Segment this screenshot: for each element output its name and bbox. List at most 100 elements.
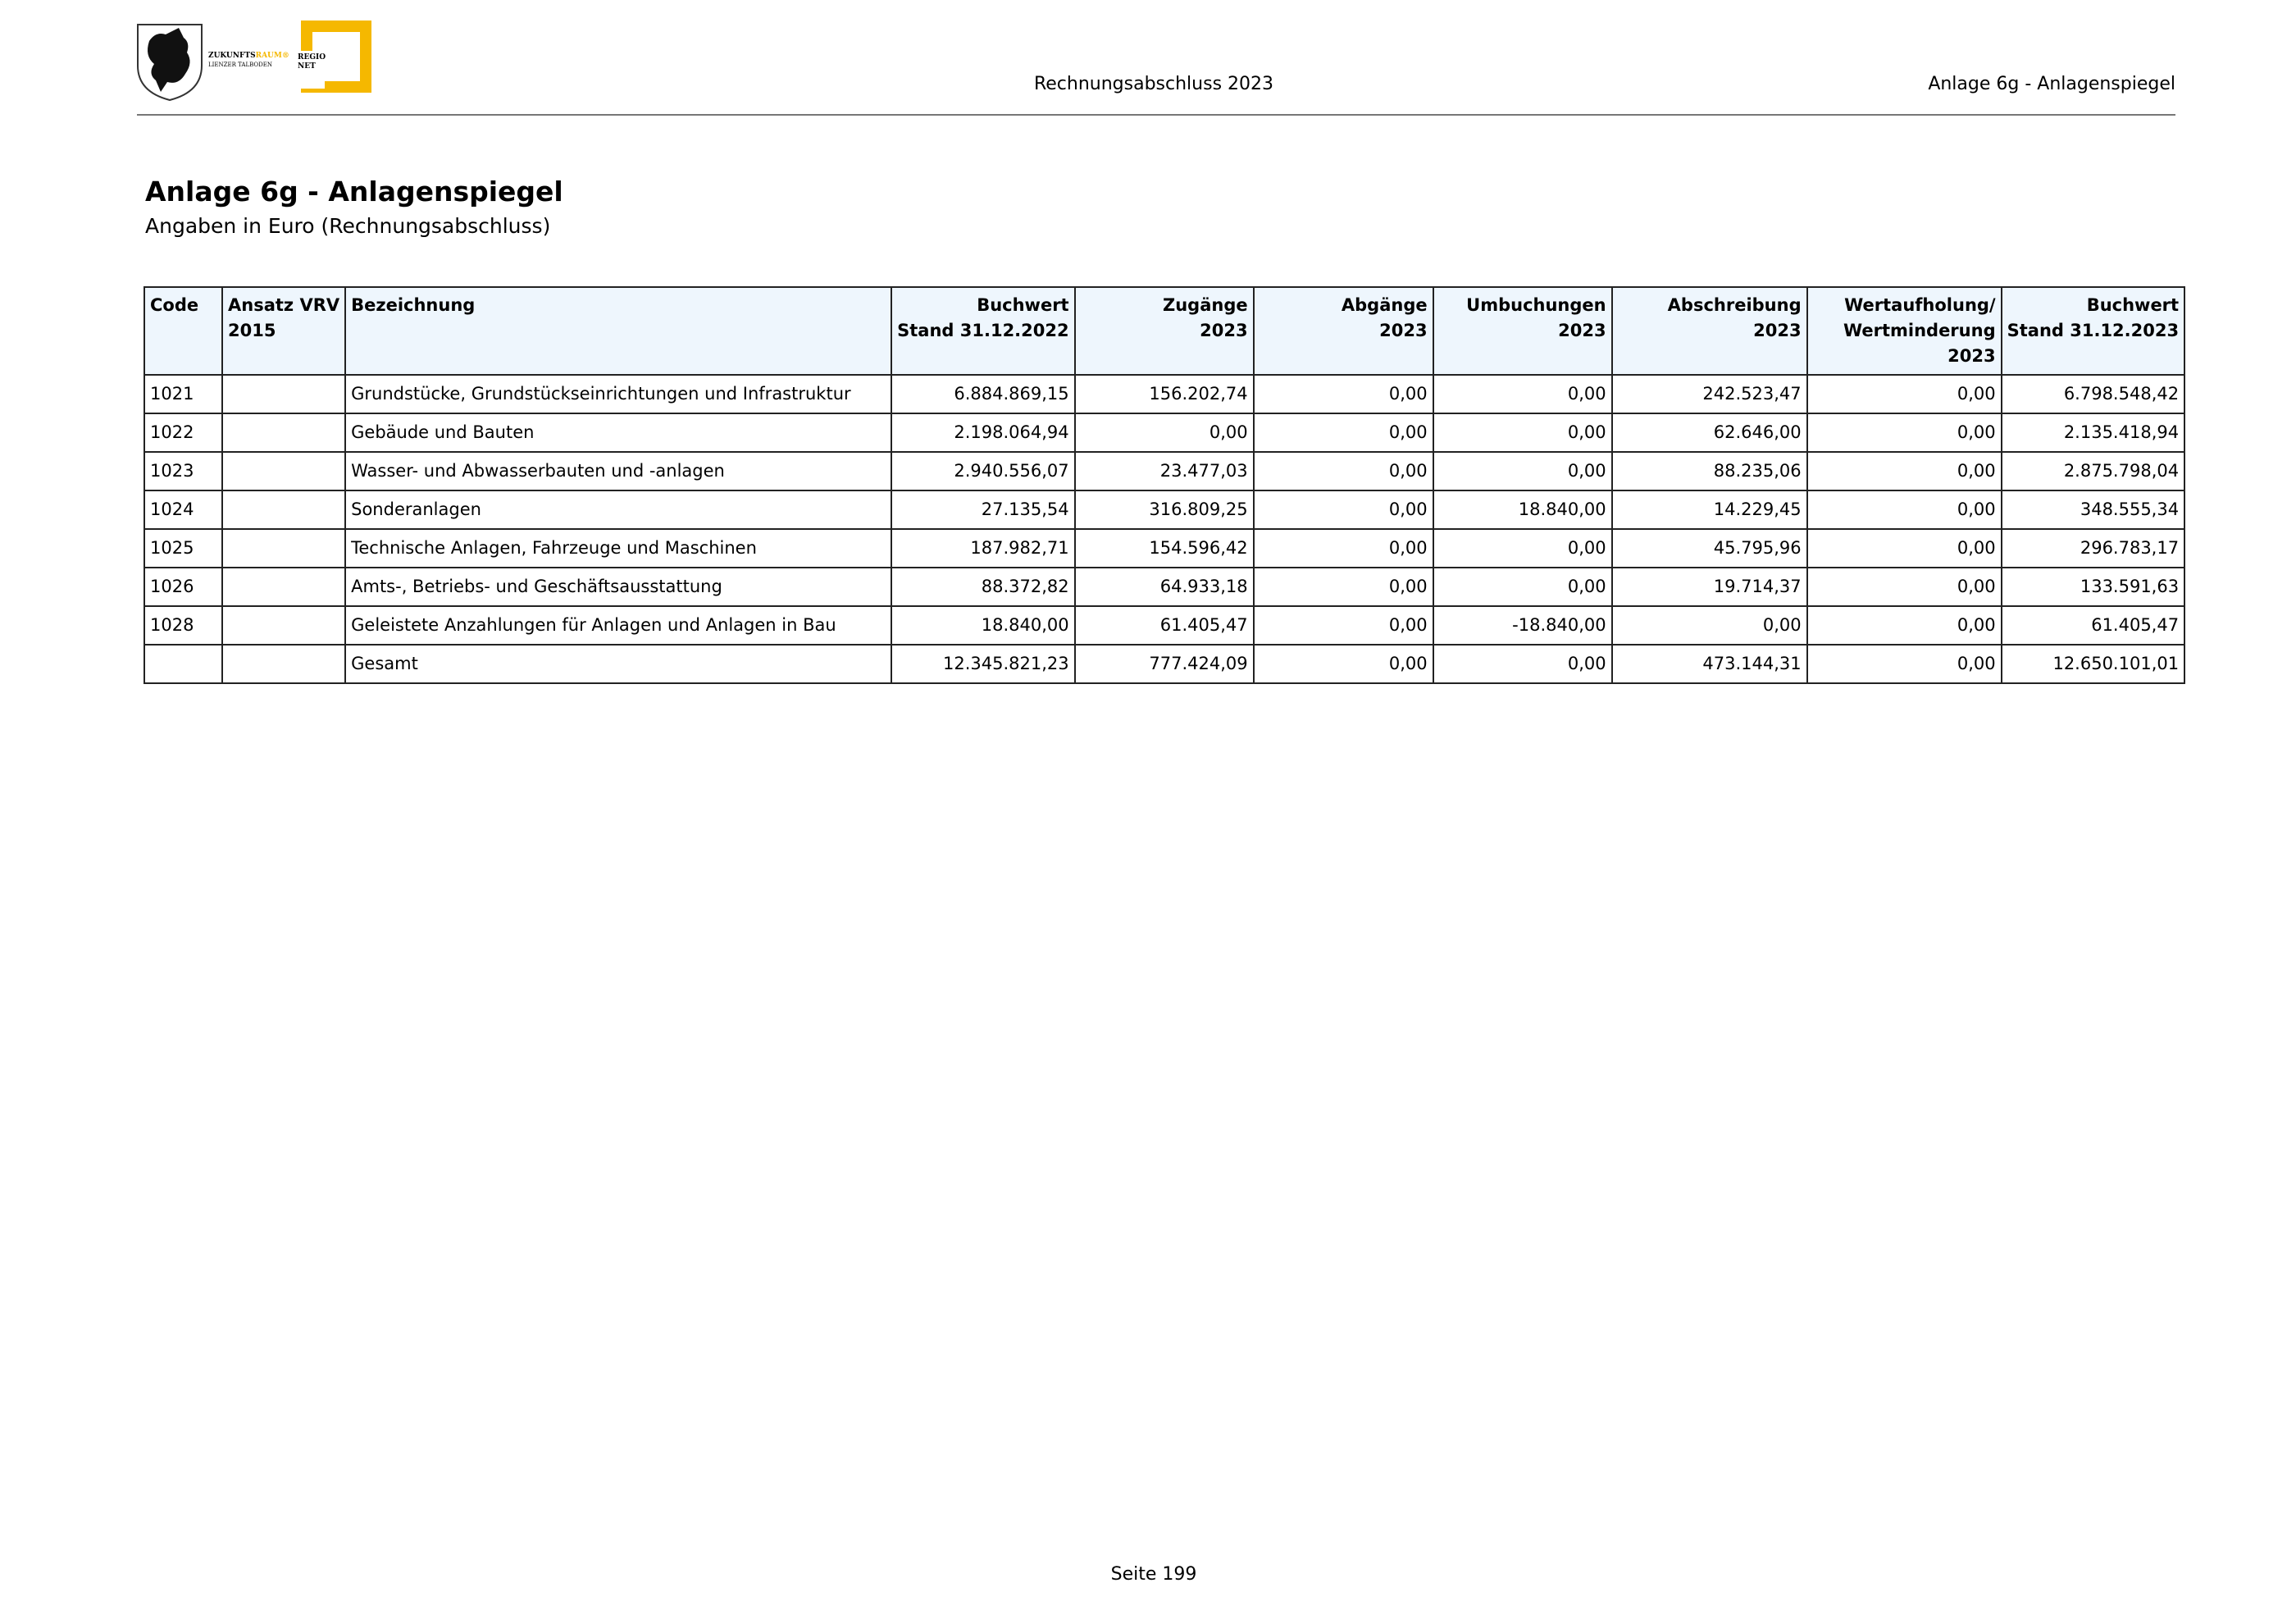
- header-rule: [137, 114, 2175, 116]
- column-header-line: Wertminderung: [1843, 321, 1996, 340]
- value-cell: 0,00: [1806, 451, 2002, 491]
- column-header: Wertaufholung/Wertminderung 2023: [1806, 286, 2002, 376]
- label-cell: Technische Anlagen, Fahrzeuge und Maschi…: [344, 528, 893, 568]
- value-cell: 2.135.418,94: [2000, 413, 2186, 453]
- value-cell: 0,00: [1252, 451, 1434, 491]
- value-cell: 27.135,54: [891, 490, 1076, 530]
- table-row: 1024 Sonderanlagen 27.135,54 316.809,25 0,00…: [144, 490, 2186, 530]
- value-cell: 2.198.064,94: [891, 413, 1076, 453]
- table-row: 1025 Technische Anlagen, Fahrzeuge und Ma…: [144, 528, 2186, 568]
- label-cell: Wasser- und Abwasserbauten und -anlagen: [344, 451, 893, 491]
- value-cell: 0,00: [1432, 644, 1613, 684]
- column-header: Ansatz VRV 2015: [221, 286, 347, 376]
- label-cell: Grundstücke, Grundstückseinrichtungen un…: [344, 374, 893, 414]
- column-header-line: Code: [150, 295, 199, 315]
- value-cell: 0,00: [1252, 490, 1434, 530]
- column-header-line: 2023: [1200, 321, 1248, 340]
- table-row: 1028 Geleistete Anzahlungen für Anlagen u…: [144, 605, 2186, 645]
- table-row: Gesamt 12.345.821,23 777.424,09 0,00 0,00 473…: [144, 644, 2186, 684]
- column-header: Buchwert Stand 31.12.2023: [2000, 286, 2186, 376]
- logo-text: RAUM®: [256, 52, 289, 60]
- code-cell: 1028: [144, 605, 223, 645]
- ansatz-cell: [221, 644, 347, 684]
- ansatz-cell: [221, 374, 347, 414]
- value-cell: 0,00: [1806, 644, 2002, 684]
- value-cell: 62.646,00: [1610, 413, 1808, 453]
- value-cell: 2.875.798,04: [2000, 451, 2186, 491]
- value-cell: 316.809,25: [1073, 490, 1255, 530]
- value-cell: 0,00: [1432, 413, 1613, 453]
- column-header: Zugänge 2023: [1073, 286, 1255, 376]
- value-cell: 0,00: [1252, 374, 1434, 414]
- logo-text: REGIO: [298, 53, 326, 62]
- value-cell: 242.523,47: [1610, 374, 1808, 414]
- value-cell: 0,00: [1806, 413, 2002, 453]
- table-row: 1026 Amts-, Betriebs- und Geschäftsaussta…: [144, 567, 2186, 607]
- emblem: [148, 28, 190, 92]
- ansatz-cell: [221, 605, 347, 645]
- value-cell: 0,00: [1432, 451, 1613, 491]
- value-cell: 777.424,09: [1073, 644, 1255, 684]
- value-cell: 0,00: [1806, 528, 2002, 568]
- table-row: 1022 Gebäude und Bauten 2.198.064,94 0,00 0,…: [144, 413, 2186, 453]
- value-cell: 0,00: [1252, 528, 1434, 568]
- subtitle: Angaben in Euro (Rechnungsabschluss): [145, 214, 551, 238]
- value-cell: 0,00: [1252, 413, 1434, 453]
- value-cell: 0,00: [1806, 374, 2002, 414]
- logo-text: LIENZER TALBODEN: [208, 62, 272, 68]
- column-header: Bezeichnung: [344, 286, 893, 376]
- column-header-line: Ansatz VRV: [228, 295, 340, 315]
- header-center: Rechnungsabschluss 2023: [1033, 74, 1274, 94]
- logo-text: ZUKUNFTS: [208, 52, 256, 60]
- column-header-line: Buchwert: [977, 295, 1069, 315]
- logo-text: ZUKUNFTSRAUM®: [208, 52, 289, 60]
- code-cell: 1026: [144, 567, 223, 607]
- column-header: Code: [144, 286, 223, 376]
- value-cell: -18.840,00: [1432, 605, 1613, 645]
- code-cell: 1024: [144, 490, 223, 530]
- value-cell: 296.783,17: [2000, 528, 2186, 568]
- value-cell: 14.229,45: [1610, 490, 1808, 530]
- value-cell: 187.982,71: [891, 528, 1076, 568]
- column-header: Umbuchungen 2023: [1432, 286, 1613, 376]
- table-row: 1021 Grundstücke, Grundstückseinrichtunge…: [144, 374, 2186, 414]
- value-cell: 473.144,31: [1610, 644, 1808, 684]
- label-cell: Gebäude und Bauten: [344, 413, 893, 453]
- value-cell: 61.405,47: [2000, 605, 2186, 645]
- column-header-line: Buchwert: [2086, 295, 2180, 315]
- column-header-line: 2023: [1753, 321, 1802, 340]
- logo: ZUKUNFTSRAUM® LIENZER TALBODEN REGIO NET: [137, 21, 371, 102]
- header-row: Code Ansatz VRV 2015 Bezeichnung Buchwert Sta…: [144, 286, 2186, 376]
- value-cell: 61.405,47: [1073, 605, 1255, 645]
- column-header-line: 2023: [1379, 321, 1428, 340]
- value-cell: 2.940.556,07: [891, 451, 1076, 491]
- value-cell: 64.933,18: [1073, 567, 1255, 607]
- value-cell: 88.235,06: [1610, 451, 1808, 491]
- value-cell: 88.372,82: [891, 567, 1076, 607]
- label-cell: Sonderanlagen: [344, 490, 893, 530]
- column-header-line: Umbuchungen: [1466, 295, 1606, 315]
- value-cell: 154.596,42: [1073, 528, 1255, 568]
- page-number: Seite 199: [1110, 1564, 1197, 1585]
- value-cell: 0,00: [1806, 605, 2002, 645]
- value-cell: 6.798.548,42: [2000, 374, 2186, 414]
- value-cell: 0,00: [1252, 605, 1434, 645]
- title: Anlage 6g - Anlagenspiegel: [145, 176, 563, 208]
- value-cell: 0,00: [1252, 644, 1434, 684]
- value-cell: 348.555,34: [2000, 490, 2186, 530]
- column-header-line: Abschreibung: [1667, 295, 1802, 315]
- value-cell: 0,00: [1806, 490, 2002, 530]
- column-header-line: 2023: [1947, 346, 1996, 366]
- value-cell: 0,00: [1432, 374, 1613, 414]
- value-cell: 156.202,74: [1073, 374, 1255, 414]
- table-row: 1023 Wasser- und Abwasserbauten und -anla…: [144, 451, 2186, 491]
- code-cell: 1021: [144, 374, 223, 414]
- header-right: Anlage 6g - Anlagenspiegel: [1928, 74, 2175, 94]
- column-header: Abschreibung 2023: [1610, 286, 1808, 376]
- value-cell: 0,00: [1610, 605, 1808, 645]
- ansatz-cell: [221, 567, 347, 607]
- value-cell: 0,00: [1073, 413, 1255, 453]
- code-cell: [144, 644, 223, 684]
- value-cell: 0,00: [1252, 567, 1434, 607]
- code-cell: 1025: [144, 528, 223, 568]
